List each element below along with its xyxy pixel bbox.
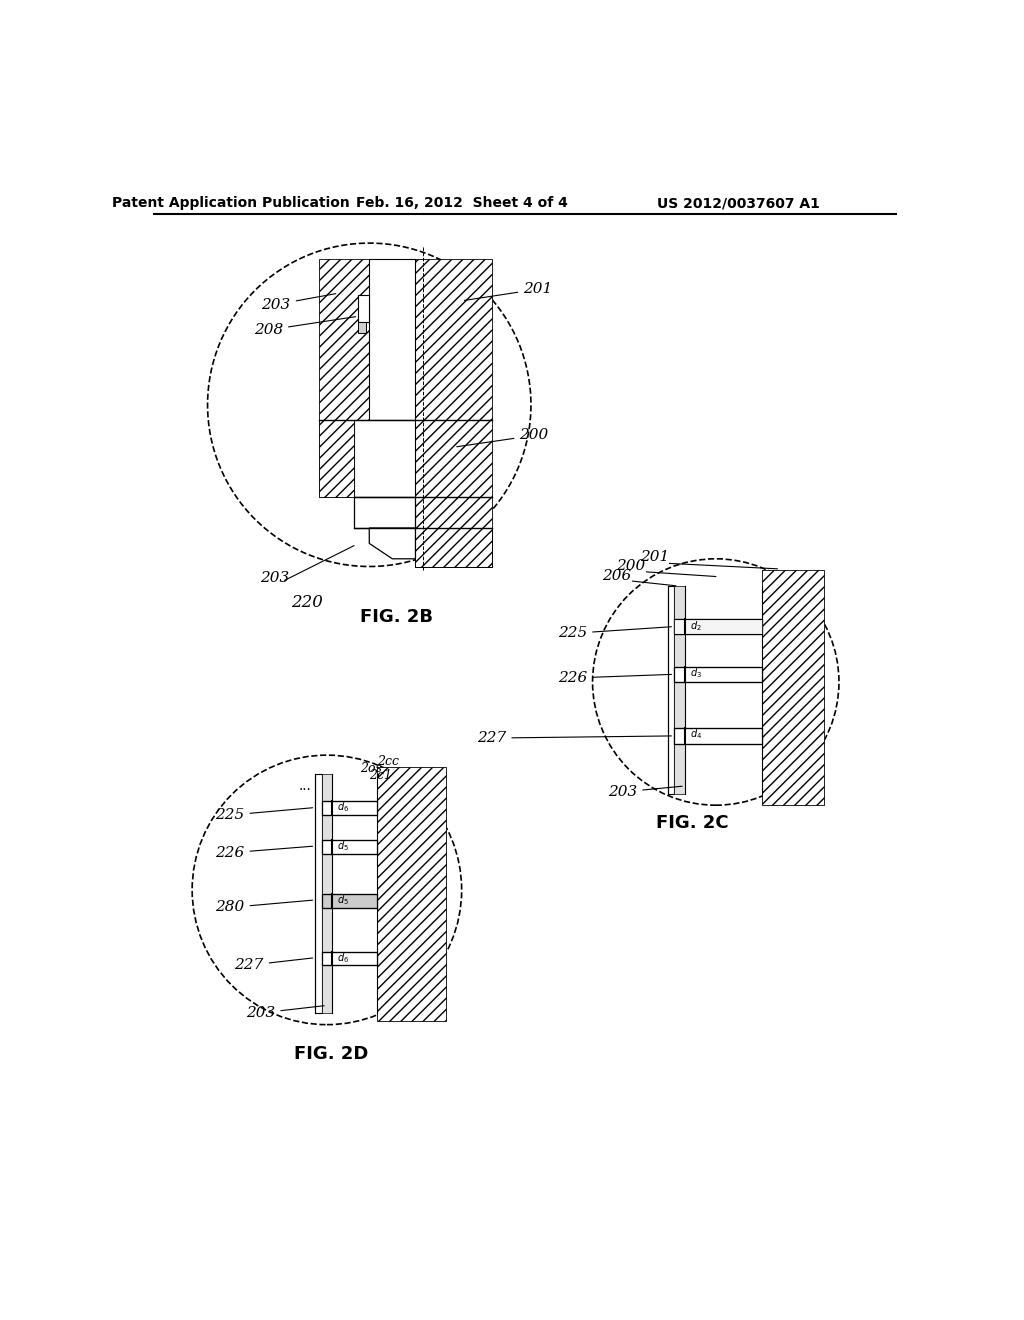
Text: FIG. 2D: FIG. 2D [294, 1045, 368, 1064]
Bar [358, 322, 367, 333]
Bar [370, 259, 416, 420]
Text: FIG. 2C: FIG. 2C [656, 814, 729, 833]
Text: $d_6$: $d_6$ [337, 950, 349, 965]
Text: ...: ... [298, 779, 311, 793]
Text: 227: 227 [477, 731, 672, 744]
Text: 206: 206 [602, 569, 631, 582]
Bar [674, 619, 762, 635]
Bar [674, 586, 685, 793]
Bar [322, 775, 333, 1014]
Bar [319, 420, 354, 498]
Text: 200: 200 [615, 560, 645, 573]
Bar [322, 801, 377, 816]
Text: $d_3$: $d_3$ [689, 665, 701, 680]
Text: 203: 203 [261, 293, 336, 312]
Text: 203: 203 [608, 785, 682, 799]
Text: US 2012/0037607 A1: US 2012/0037607 A1 [657, 197, 820, 210]
Text: 2cc: 2cc [377, 755, 399, 768]
Text: 226: 226 [215, 846, 312, 859]
Text: $d_5$: $d_5$ [337, 894, 349, 907]
Bar [762, 570, 823, 805]
Text: 220: 220 [291, 594, 323, 611]
Bar [377, 767, 446, 1020]
Text: 225: 225 [215, 808, 312, 822]
Text: 203: 203 [246, 1006, 325, 1020]
Text: $d_6$: $d_6$ [337, 801, 349, 814]
Text: 201: 201 [640, 550, 670, 564]
Text: 227: 227 [234, 958, 312, 973]
Bar [674, 667, 762, 682]
Text: Patent Application Publication: Patent Application Publication [112, 197, 349, 210]
Bar [668, 586, 674, 793]
Bar [358, 296, 370, 322]
Bar [322, 840, 377, 854]
Bar [315, 775, 322, 1014]
Text: FIG. 2B: FIG. 2B [359, 609, 433, 626]
Text: 2os: 2os [360, 762, 382, 775]
Bar [685, 586, 762, 793]
Bar [319, 420, 354, 498]
Polygon shape [416, 528, 493, 566]
Text: 2c1: 2c1 [370, 770, 392, 781]
Text: 208: 208 [254, 317, 355, 337]
Bar [674, 619, 762, 635]
Bar [354, 498, 416, 528]
Text: 201: 201 [465, 282, 553, 301]
Text: 203: 203 [260, 572, 289, 585]
Bar [674, 729, 762, 743]
Bar [319, 259, 370, 420]
Bar [322, 894, 377, 908]
Bar [416, 259, 493, 566]
Text: 200: 200 [457, 429, 549, 446]
Bar [322, 952, 377, 965]
Text: 226: 226 [558, 671, 672, 685]
Text: Feb. 16, 2012  Sheet 4 of 4: Feb. 16, 2012 Sheet 4 of 4 [355, 197, 567, 210]
Text: $d_5$: $d_5$ [337, 840, 349, 853]
Bar [354, 420, 416, 498]
Bar [333, 775, 377, 1014]
Text: $d_4$: $d_4$ [689, 727, 701, 742]
Polygon shape [370, 528, 416, 558]
Text: 225: 225 [558, 627, 672, 640]
Text: 280: 280 [215, 900, 312, 915]
Text: $d_2$: $d_2$ [689, 619, 701, 632]
